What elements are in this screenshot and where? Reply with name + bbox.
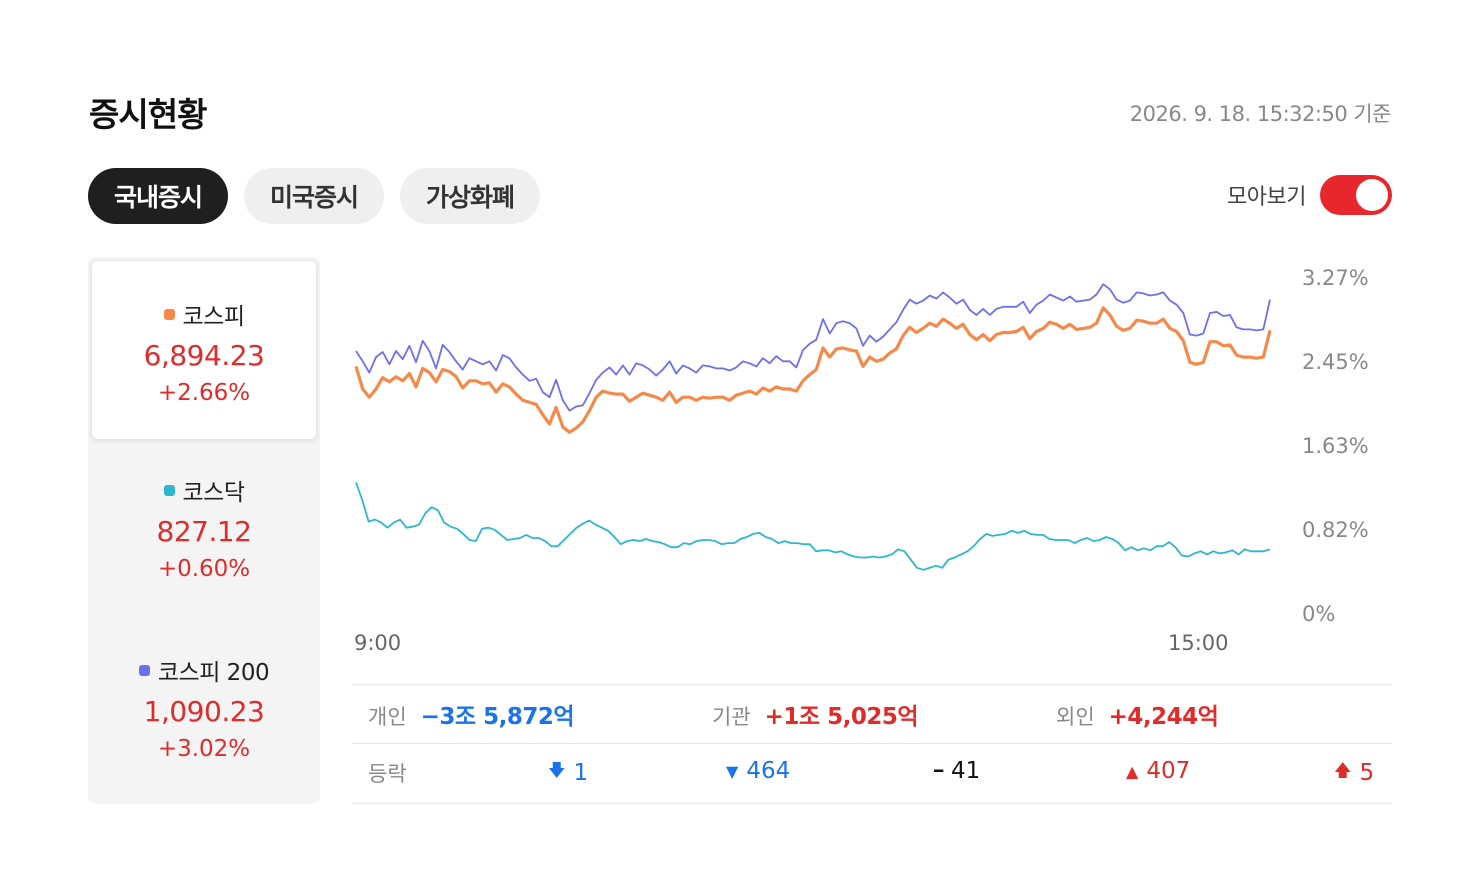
index-kosdaq[interactable]: 코스닥 827.12 +0.60% (88, 437, 320, 617)
advance-decline: 등락 🡇 1 ▼ 464 ━ 41 ▲ 407 🡅 5 (352, 744, 1392, 804)
y-tick-label: 0% (1302, 602, 1335, 626)
x-tick-label: 9:00 (354, 631, 401, 655)
kospi-dot-icon (163, 308, 175, 320)
advance-decline-label: 등락 (368, 762, 407, 786)
index-change: +2.66% (157, 380, 251, 406)
adv-advance: ▲ 407 (1126, 758, 1190, 784)
index-change: +3.02% (157, 736, 251, 762)
x-tick-label: 15:00 (1168, 631, 1229, 655)
tab-crypto[interactable]: 가상화폐 (400, 168, 541, 224)
index-value: 827.12 (156, 515, 252, 548)
index-name: 코스피 200 (157, 660, 270, 686)
investor-value: −3조 5,872억 (420, 704, 575, 730)
toggle-label: 모아보기 (1227, 185, 1306, 210)
index-list: 코스피 6,894.23 +2.66% 코스닥 827.12 +0.60% 코스… (88, 257, 320, 804)
investor-label: 개인 (368, 705, 407, 729)
compare-toggle-group: 모아보기 (1227, 175, 1392, 215)
tab-us[interactable]: 미국증시 (244, 168, 385, 224)
compare-toggle[interactable] (1320, 175, 1392, 215)
index-chart: 3.27% 2.45% 1.63% 0.82% 0% 9:00 15:00 (354, 266, 1369, 655)
page-title: 증시현황 (89, 95, 207, 134)
up-triangle-icon: ▲ (1126, 761, 1139, 781)
y-tick-label: 0.82% (1302, 518, 1369, 542)
dash-icon: ━ (934, 762, 944, 780)
bold-down-arrow-icon: 🡇 (548, 761, 566, 781)
index-value: 1,090.23 (143, 695, 265, 728)
adv-count: 41 (951, 758, 981, 784)
adv-lower-limit: 🡇 1 (548, 758, 588, 787)
series-line-1 (354, 306, 1272, 434)
market-tabs: 국내증시 미국증시 가상화폐 (88, 168, 541, 224)
kospi200-dot-icon (138, 664, 150, 676)
series-line-2 (355, 482, 1271, 571)
index-change: +0.60% (157, 556, 251, 582)
investor-flow: 개인 −3조 5,872억 기관 +1조 5,025억 외인 +4,244억 (352, 684, 1392, 744)
y-tick-label: 2.45% (1302, 350, 1369, 374)
kosdaq-dot-icon (163, 484, 175, 496)
adv-unchanged: ━ 41 (934, 758, 980, 784)
series-line-0 (355, 283, 1271, 412)
adv-count: 1 (573, 759, 589, 786)
investor-value: +4,244억 (1108, 704, 1219, 730)
index-kospi200[interactable]: 코스피 200 1,090.23 +3.02% (88, 617, 320, 797)
investor-label: 외인 (1056, 705, 1095, 729)
adv-count: 5 (1359, 759, 1375, 786)
toggle-knob (1356, 179, 1388, 211)
adv-count: 407 (1146, 758, 1191, 784)
investor-foreign: 외인 +4,244억 (1056, 697, 1219, 731)
investor-institution: 기관 +1조 5,025억 (712, 697, 919, 731)
y-tick-label: 1.63% (1302, 434, 1369, 458)
timestamp: 2026. 9. 18. 15:32:50 기준 (1129, 102, 1392, 126)
index-kospi[interactable]: 코스피 6,894.23 +2.66% (92, 261, 316, 439)
index-name: 코스피 (182, 304, 245, 330)
down-triangle-icon: ▼ (726, 761, 739, 781)
adv-count: 464 (746, 758, 791, 784)
tab-domestic[interactable]: 국내증시 (88, 168, 229, 224)
investor-label: 기관 (712, 705, 751, 729)
adv-upper-limit: 🡅 5 (1334, 758, 1374, 787)
index-value: 6,894.23 (143, 339, 265, 372)
investor-value: +1조 5,025억 (764, 704, 919, 730)
bold-up-arrow-icon: 🡅 (1334, 761, 1352, 781)
y-tick-label: 3.27% (1302, 266, 1369, 290)
adv-decline: ▼ 464 (726, 758, 790, 784)
investor-individual: 개인 −3조 5,872억 (368, 697, 575, 731)
index-name: 코스닥 (182, 480, 245, 506)
